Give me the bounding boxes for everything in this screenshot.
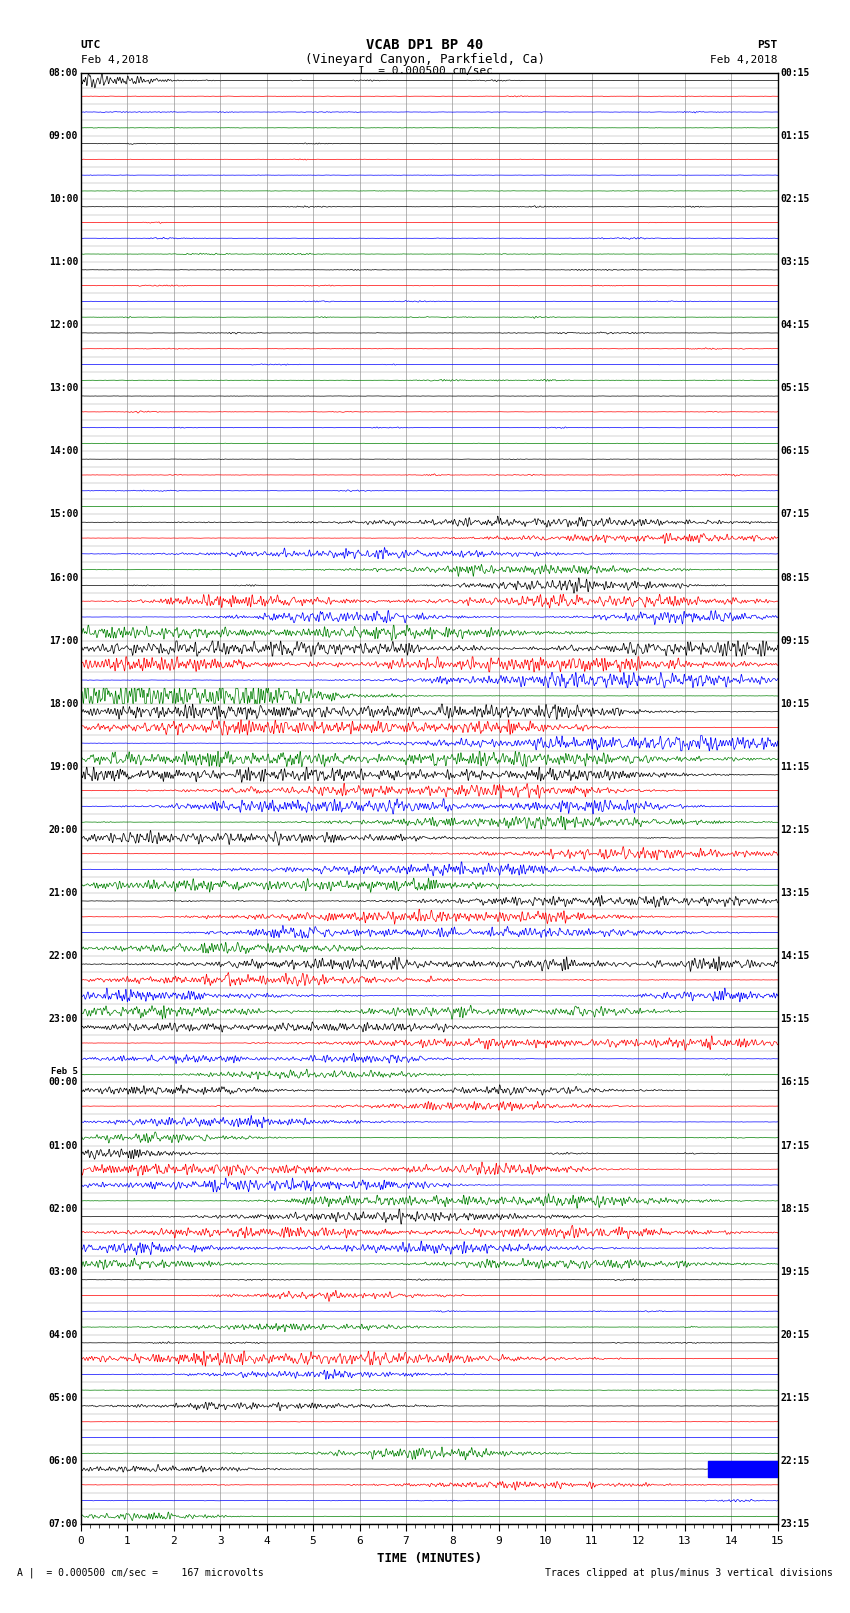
Text: 02:00: 02:00 xyxy=(48,1203,78,1213)
Text: 04:15: 04:15 xyxy=(780,319,810,331)
Text: 03:00: 03:00 xyxy=(48,1266,78,1277)
Text: Feb 5: Feb 5 xyxy=(51,1068,78,1076)
Text: Feb 4,2018: Feb 4,2018 xyxy=(711,55,778,65)
Text: 04:00: 04:00 xyxy=(48,1331,78,1340)
Text: 06:00: 06:00 xyxy=(48,1457,78,1466)
Text: 13:00: 13:00 xyxy=(48,384,78,394)
Text: 20:00: 20:00 xyxy=(48,824,78,836)
Text: 06:15: 06:15 xyxy=(780,447,810,456)
Text: 22:00: 22:00 xyxy=(48,952,78,961)
Text: 16:00: 16:00 xyxy=(48,573,78,582)
Text: 00:15: 00:15 xyxy=(780,68,810,77)
Text: 17:00: 17:00 xyxy=(48,636,78,645)
Text: 19:15: 19:15 xyxy=(780,1266,810,1277)
Text: 09:15: 09:15 xyxy=(780,636,810,645)
Text: Traces clipped at plus/minus 3 vertical divisions: Traces clipped at plus/minus 3 vertical … xyxy=(545,1568,833,1578)
Text: 09:00: 09:00 xyxy=(48,131,78,140)
Text: 19:00: 19:00 xyxy=(48,761,78,773)
Text: 14:00: 14:00 xyxy=(48,447,78,456)
Bar xyxy=(708,1461,778,1478)
Text: 05:15: 05:15 xyxy=(780,384,810,394)
Text: 11:00: 11:00 xyxy=(48,256,78,266)
Text: VCAB DP1 BP 40: VCAB DP1 BP 40 xyxy=(366,39,484,52)
Text: 21:15: 21:15 xyxy=(780,1394,810,1403)
Text: 17:15: 17:15 xyxy=(780,1140,810,1150)
Text: 12:00: 12:00 xyxy=(48,319,78,331)
Text: 22:15: 22:15 xyxy=(780,1457,810,1466)
Text: 01:00: 01:00 xyxy=(48,1140,78,1150)
X-axis label: TIME (MINUTES): TIME (MINUTES) xyxy=(377,1552,482,1565)
Text: 10:00: 10:00 xyxy=(48,194,78,203)
Text: 18:15: 18:15 xyxy=(780,1203,810,1213)
Text: 21:00: 21:00 xyxy=(48,889,78,898)
Text: 00:00: 00:00 xyxy=(48,1077,78,1087)
Text: 15:00: 15:00 xyxy=(48,510,78,519)
Text: 12:15: 12:15 xyxy=(780,824,810,836)
Text: 16:15: 16:15 xyxy=(780,1077,810,1087)
Text: 20:15: 20:15 xyxy=(780,1331,810,1340)
Text: I  = 0.000500 cm/sec: I = 0.000500 cm/sec xyxy=(358,66,492,76)
Text: UTC: UTC xyxy=(81,40,101,50)
Text: (Vineyard Canyon, Parkfield, Ca): (Vineyard Canyon, Parkfield, Ca) xyxy=(305,53,545,66)
Text: 07:00: 07:00 xyxy=(48,1519,78,1529)
Text: 01:15: 01:15 xyxy=(780,131,810,140)
Text: 03:15: 03:15 xyxy=(780,256,810,266)
Text: Feb 4,2018: Feb 4,2018 xyxy=(81,55,148,65)
Text: 14:15: 14:15 xyxy=(780,952,810,961)
Text: 11:15: 11:15 xyxy=(780,761,810,773)
Text: 18:00: 18:00 xyxy=(48,698,78,708)
Text: 10:15: 10:15 xyxy=(780,698,810,708)
Text: PST: PST xyxy=(757,40,778,50)
Text: 07:15: 07:15 xyxy=(780,510,810,519)
Text: 23:15: 23:15 xyxy=(780,1519,810,1529)
Text: 13:15: 13:15 xyxy=(780,889,810,898)
Text: A |  = 0.000500 cm/sec =    167 microvolts: A | = 0.000500 cm/sec = 167 microvolts xyxy=(17,1568,264,1578)
Text: 08:15: 08:15 xyxy=(780,573,810,582)
Text: 02:15: 02:15 xyxy=(780,194,810,203)
Text: 23:00: 23:00 xyxy=(48,1015,78,1024)
Text: 15:15: 15:15 xyxy=(780,1015,810,1024)
Text: 05:00: 05:00 xyxy=(48,1394,78,1403)
Text: 08:00: 08:00 xyxy=(48,68,78,77)
